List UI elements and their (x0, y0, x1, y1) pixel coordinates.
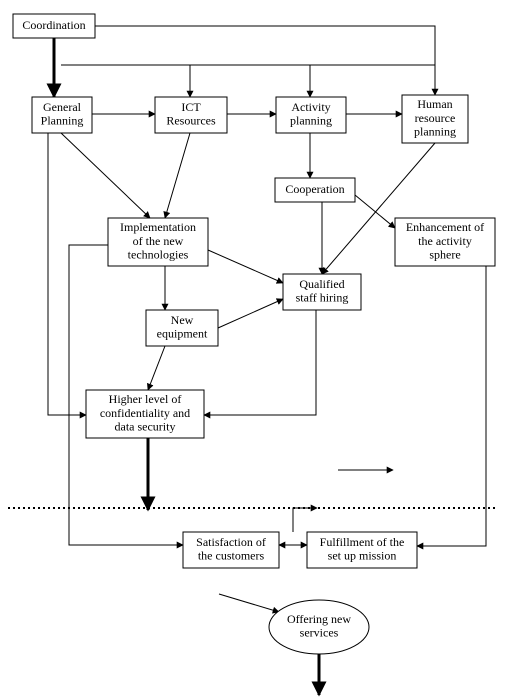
node-label: the activity (418, 234, 472, 248)
node-label: Coordination (22, 18, 85, 32)
node-label: Higher level of (109, 392, 182, 406)
node-label: Planning (41, 114, 84, 128)
node-coord: Coordination (13, 14, 95, 38)
node-label: Resources (166, 114, 216, 128)
edge (293, 508, 317, 532)
edge (48, 133, 86, 415)
node-label: Cooperation (285, 182, 344, 196)
node-label: General (43, 100, 82, 114)
node-ful: Fulfillment of theset up mission (307, 532, 417, 568)
node-label: equipment (157, 327, 208, 341)
node-label: services (300, 626, 339, 640)
node-label: Fulfillment of the (320, 535, 405, 549)
edge (204, 310, 316, 415)
node-label: data security (115, 420, 176, 434)
node-label: planning (290, 114, 332, 128)
node-label: New (171, 313, 194, 327)
node-act: Activityplanning (276, 97, 346, 133)
edge (61, 133, 150, 218)
node-label: the customers (198, 549, 265, 563)
node-impl: Implementationof the newtechnologies (108, 218, 208, 266)
edge (165, 133, 190, 218)
node-label: Offering new (287, 612, 351, 626)
edge (417, 266, 486, 546)
edge (218, 299, 283, 328)
node-off: Offering newservices (269, 600, 369, 654)
node-ict: ICTResources (155, 97, 227, 133)
node-gen: GeneralPlanning (32, 97, 92, 133)
nodes-layer: Coordination GeneralPlanning ICTResources A… (13, 14, 495, 654)
node-label: Activity (291, 100, 330, 114)
node-label: Qualified (299, 277, 344, 291)
node-sat: Satisfaction ofthe customers (183, 532, 279, 568)
node-hr: Humanresourceplanning (402, 95, 468, 143)
edge (208, 250, 283, 283)
node-label: confidentiality and (100, 406, 190, 420)
node-label: technologies (128, 248, 189, 262)
node-label: ICT (181, 100, 201, 114)
node-qual: Qualifiedstaff hiring (283, 274, 361, 310)
node-neweq: Newequipment (146, 310, 218, 346)
node-label: staff hiring (296, 291, 349, 305)
node-label: Enhancement of (406, 220, 484, 234)
node-label: of the new (133, 234, 184, 248)
node-label: planning (414, 125, 456, 139)
node-label: resource (415, 111, 456, 125)
edge (355, 195, 395, 228)
edge (148, 346, 165, 390)
node-sec: Higher level ofconfidentiality anddata s… (86, 390, 204, 438)
node-label: Human (417, 97, 452, 111)
node-label: sphere (429, 248, 460, 262)
node-label: Implementation (120, 220, 196, 234)
node-label: Satisfaction of (196, 535, 266, 549)
edge (95, 26, 435, 40)
node-label: set up mission (328, 549, 397, 563)
node-coop: Cooperation (275, 178, 355, 202)
node-enh: Enhancement ofthe activitysphere (395, 218, 495, 266)
edge (219, 594, 279, 612)
